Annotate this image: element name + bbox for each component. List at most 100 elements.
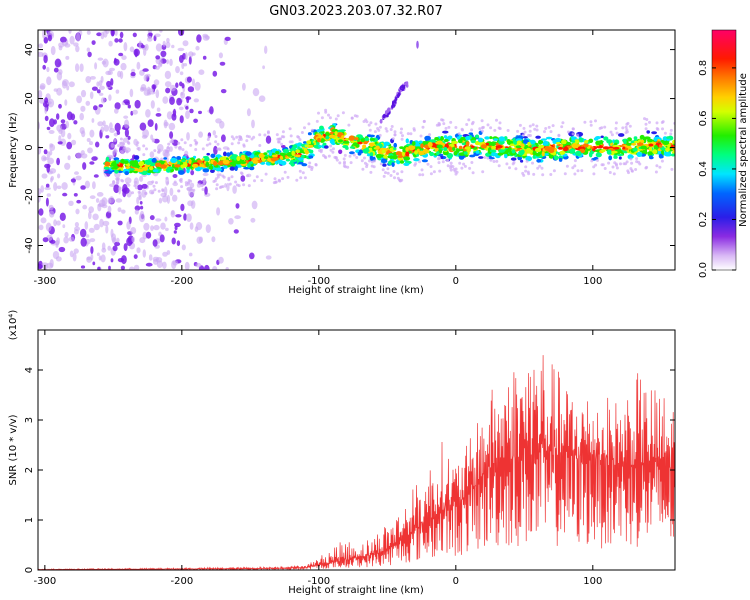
- ridge-point: [382, 163, 387, 167]
- noise-point: [91, 40, 96, 45]
- ridge-point: [364, 137, 370, 142]
- ridge-point: [438, 149, 443, 153]
- halo-point: [320, 116, 324, 120]
- x-tick-label: -200: [170, 576, 193, 587]
- noise-point: [182, 40, 189, 47]
- noise-point: [185, 106, 189, 110]
- noise-point: [143, 74, 148, 82]
- noise-point: [50, 45, 56, 56]
- ridge-point: [369, 152, 374, 157]
- halo-point: [660, 159, 664, 163]
- halo-point: [429, 165, 433, 169]
- noise-point: [134, 99, 141, 109]
- halo-point: [480, 129, 484, 133]
- ridge-point: [125, 166, 130, 170]
- ridge-point: [658, 153, 663, 159]
- noise-point: [94, 62, 98, 70]
- noise-point: [133, 254, 138, 259]
- halo-point: [549, 173, 553, 176]
- halo-point: [377, 128, 381, 132]
- ridge-point: [507, 147, 512, 152]
- ridge-point: [545, 136, 553, 140]
- ridge-point: [648, 146, 653, 152]
- noise-point: [46, 163, 50, 173]
- halo-point: [607, 161, 611, 165]
- halo-point: [470, 128, 474, 132]
- halo-point: [624, 131, 628, 135]
- ridge-point: [206, 152, 210, 156]
- halo-point: [455, 170, 459, 174]
- noise-point: [172, 174, 178, 178]
- noise-point: [80, 265, 86, 269]
- noise-point: [67, 155, 71, 161]
- noise-point: [177, 47, 185, 52]
- halo-point: [635, 157, 639, 161]
- ridge-point: [317, 138, 321, 143]
- halo-point: [134, 180, 138, 184]
- ridge-point: [469, 154, 476, 158]
- noise-point: [42, 64, 46, 70]
- noise-point: [114, 38, 119, 43]
- halo-point: [481, 125, 485, 129]
- noise-point: [43, 37, 48, 44]
- noise-point: [79, 112, 84, 121]
- halo-point: [480, 119, 484, 123]
- noise-point: [58, 69, 63, 75]
- ridge-point: [480, 144, 487, 149]
- ridge-point: [188, 159, 192, 165]
- halo-point: [186, 181, 190, 185]
- halo-point: [116, 178, 120, 182]
- noise-point: [44, 105, 48, 115]
- halo-point: [298, 169, 302, 173]
- ridge-point: [289, 159, 297, 163]
- noise-point: [103, 124, 110, 132]
- halo-point: [264, 172, 268, 176]
- halo-point: [299, 176, 303, 180]
- ridge-point: [403, 162, 410, 166]
- halo-point: [336, 114, 340, 118]
- noise-point: [155, 43, 163, 52]
- noise-point: [193, 118, 199, 124]
- ridge-point: [181, 159, 186, 163]
- noise-point: [169, 84, 176, 92]
- noise-point: [87, 51, 92, 58]
- noise-point: [118, 38, 123, 43]
- halo-point: [594, 163, 598, 167]
- ridge-point: [349, 151, 355, 155]
- ridge-point: [164, 162, 168, 166]
- noise-point: [213, 145, 218, 155]
- ridge-point: [484, 136, 490, 140]
- branch-point: [386, 109, 390, 113]
- halo-point: [447, 125, 451, 129]
- ridge-point: [178, 170, 185, 175]
- ridge-point: [334, 131, 338, 136]
- noise-point: [140, 44, 145, 49]
- ridge-point: [542, 140, 549, 146]
- ridge-point: [516, 140, 522, 145]
- ridge-point: [606, 149, 613, 155]
- noise-point: [53, 182, 58, 191]
- ridge-point: [493, 138, 499, 141]
- ridge-point: [456, 136, 461, 140]
- ridge-point: [210, 153, 216, 158]
- halo-point: [661, 120, 665, 124]
- halo-point: [355, 156, 359, 159]
- halo-point: [281, 177, 285, 181]
- noise-point: [62, 224, 66, 229]
- noise-point: [41, 262, 49, 267]
- noise-point: [136, 196, 140, 205]
- ridge-point: [303, 141, 307, 144]
- halo-point: [576, 133, 579, 137]
- noise-point: [159, 30, 163, 33]
- halo-point: [355, 114, 359, 118]
- ridge-point: [141, 166, 148, 171]
- noise-point: [250, 217, 256, 223]
- ridge-point: [532, 150, 537, 156]
- halo-point: [596, 158, 599, 162]
- noise-point: [107, 205, 112, 213]
- halo-point: [669, 132, 673, 136]
- halo-point: [133, 184, 137, 188]
- noise-point: [88, 227, 95, 233]
- ridge-point: [381, 149, 386, 154]
- noise-point: [49, 210, 55, 218]
